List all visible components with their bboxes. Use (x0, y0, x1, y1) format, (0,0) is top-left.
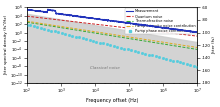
X-axis label: Frequency offset (Hz): Frequency offset (Hz) (86, 98, 138, 103)
Y-axis label: Jitter (fs): Jitter (fs) (212, 36, 216, 54)
Legend: Measurement, Quantum noise, Thermofractive noise, Pump intensity noise contribut: Measurement, Quantum noise, Thermofracti… (125, 8, 197, 34)
Y-axis label: Jitter spectral density (fs²/Hz): Jitter spectral density (fs²/Hz) (4, 15, 8, 75)
Text: Classical noise: Classical noise (90, 66, 120, 70)
